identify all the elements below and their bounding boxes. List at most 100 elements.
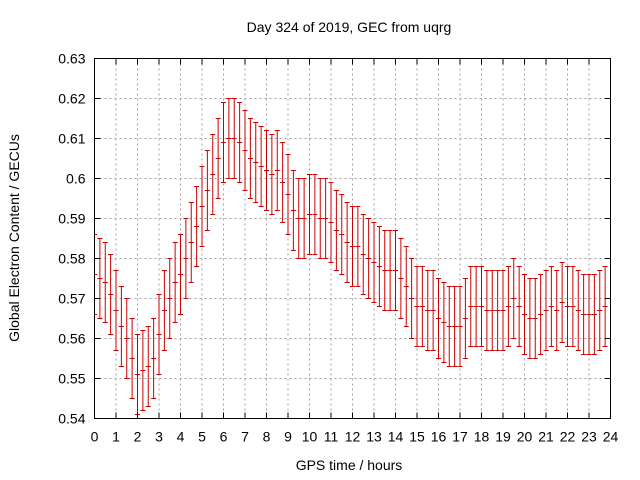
data-point bbox=[264, 130, 269, 211]
data-point bbox=[188, 202, 194, 283]
data-point bbox=[538, 274, 544, 355]
data-point bbox=[500, 270, 506, 351]
x-tick-label: 16 bbox=[431, 429, 447, 445]
x-tick-label: 14 bbox=[388, 429, 404, 445]
data-point bbox=[237, 102, 243, 183]
data-point bbox=[204, 150, 210, 231]
x-tick-label: 20 bbox=[517, 429, 533, 445]
data-point bbox=[414, 266, 420, 347]
chart-title: Day 324 of 2019, GEC from uqrg bbox=[247, 19, 452, 35]
data-point bbox=[387, 230, 393, 311]
data-point bbox=[548, 266, 554, 347]
data-point bbox=[409, 258, 415, 339]
x-tick-label: 4 bbox=[177, 429, 185, 445]
data-point bbox=[307, 174, 312, 255]
data-point bbox=[339, 194, 345, 275]
data-point bbox=[296, 178, 302, 259]
data-point bbox=[597, 270, 603, 351]
x-tick-label: 21 bbox=[538, 429, 554, 445]
data-point bbox=[430, 270, 436, 351]
x-tick-label: 23 bbox=[581, 429, 597, 445]
data-point bbox=[215, 118, 221, 199]
data-point bbox=[532, 278, 538, 359]
y-tick-label: 0.56 bbox=[58, 331, 85, 347]
x-tick-label: 17 bbox=[452, 429, 468, 445]
data-point bbox=[371, 222, 377, 303]
data-point bbox=[226, 98, 232, 179]
data-point bbox=[554, 270, 560, 351]
data-point bbox=[441, 282, 447, 363]
x-tick-label: 19 bbox=[495, 429, 511, 445]
data-point bbox=[419, 266, 425, 347]
x-tick-label: 22 bbox=[560, 429, 576, 445]
data-point bbox=[522, 274, 527, 355]
data-point bbox=[258, 126, 264, 207]
x-tick-label: 6 bbox=[220, 429, 228, 445]
data-point bbox=[317, 178, 323, 259]
y-tick-label: 0.58 bbox=[58, 251, 85, 267]
data-point bbox=[516, 266, 522, 347]
data-point bbox=[178, 234, 183, 315]
data-point bbox=[102, 242, 108, 323]
data-point bbox=[221, 102, 226, 183]
x-tick-labels: 0 1 2 3 4 5 6 7 8 9 10 11 12 13 14 15 16 17 18 19 20 21 22 23 24 bbox=[91, 429, 619, 445]
data-point bbox=[468, 266, 474, 347]
axis-ticks bbox=[94, 58, 611, 419]
x-tick-label: 7 bbox=[241, 429, 249, 445]
data-point bbox=[140, 330, 146, 411]
data-point bbox=[253, 122, 259, 203]
data-point bbox=[479, 266, 484, 347]
x-tick-label: 10 bbox=[302, 429, 318, 445]
data-point bbox=[113, 270, 119, 351]
data-point bbox=[323, 178, 329, 259]
x-tick-label: 15 bbox=[409, 429, 425, 445]
data-point bbox=[210, 134, 216, 215]
data-point bbox=[129, 318, 135, 399]
data-point bbox=[118, 286, 124, 367]
data-point bbox=[446, 286, 452, 367]
data-point bbox=[484, 270, 490, 351]
data-point bbox=[124, 298, 130, 379]
data-point bbox=[505, 266, 511, 347]
data-point bbox=[231, 98, 237, 179]
data-point bbox=[360, 214, 366, 295]
data-point bbox=[425, 270, 431, 351]
data-point bbox=[97, 238, 103, 319]
x-tick-label: 24 bbox=[603, 429, 619, 445]
data-point bbox=[145, 326, 151, 407]
data-point bbox=[328, 182, 334, 263]
data-point bbox=[350, 206, 355, 287]
data-point bbox=[559, 262, 565, 343]
data-point bbox=[199, 166, 205, 247]
data-point bbox=[457, 286, 463, 367]
y-tick-label: 0.62 bbox=[58, 91, 85, 107]
x-tick-label: 18 bbox=[474, 429, 490, 445]
data-point bbox=[108, 254, 114, 335]
data-point bbox=[511, 258, 517, 339]
data-point bbox=[527, 278, 533, 359]
y-tick-label: 0.54 bbox=[58, 411, 85, 427]
data-point bbox=[376, 226, 382, 307]
data-point bbox=[167, 258, 173, 339]
data-point bbox=[247, 118, 253, 199]
data-point bbox=[382, 230, 388, 311]
data-point bbox=[489, 270, 495, 351]
data-point bbox=[570, 266, 576, 347]
x-tick-label: 9 bbox=[284, 429, 292, 445]
data-point bbox=[156, 294, 162, 375]
data-point bbox=[344, 202, 350, 283]
data-point bbox=[172, 242, 178, 323]
x-tick-label: 1 bbox=[112, 429, 120, 445]
x-axis-label: GPS time / hours bbox=[296, 457, 403, 473]
data-point bbox=[161, 270, 167, 351]
data-point bbox=[333, 190, 339, 271]
data-point bbox=[151, 318, 157, 399]
data-point bbox=[269, 134, 275, 215]
data-point bbox=[452, 286, 458, 367]
data-point bbox=[274, 130, 280, 211]
data-point bbox=[393, 230, 398, 311]
y-tick-label: 0.61 bbox=[58, 131, 85, 147]
data-point bbox=[602, 266, 608, 347]
data-point bbox=[398, 238, 404, 319]
